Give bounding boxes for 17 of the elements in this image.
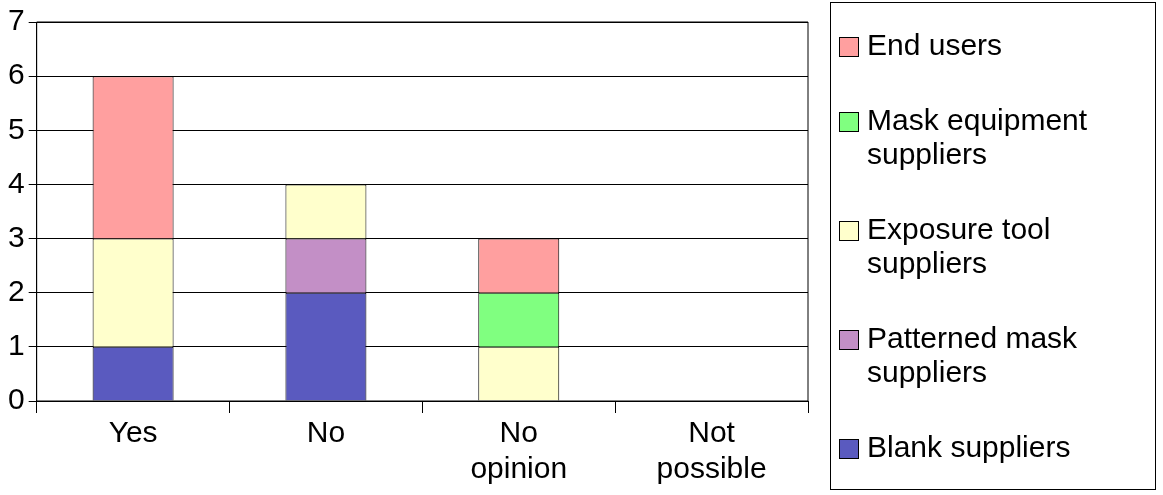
- legend-label: Exposure tool suppliers: [867, 211, 1052, 280]
- y-tick-label: 3: [8, 219, 25, 253]
- y-tick-label: 1: [8, 328, 25, 362]
- legend-label: Mask equipment suppliers: [867, 102, 1089, 171]
- legend-label: Patterned mask suppliers: [867, 321, 1079, 390]
- y-tick-label: 6: [8, 57, 25, 91]
- legend-label: Blank suppliers: [867, 430, 1071, 465]
- y-tick-label: 2: [8, 273, 25, 307]
- x-tick-label: No opinion: [470, 415, 568, 485]
- x-tick-label: Not possible: [656, 415, 767, 485]
- legend-label: End users: [867, 27, 1003, 62]
- y-tick-label: 5: [8, 111, 25, 145]
- y-tick-label: 0: [8, 382, 25, 416]
- y-tick-label: 4: [8, 165, 25, 199]
- x-tick-label: Yes: [108, 415, 158, 449]
- y-tick-label: 7: [8, 3, 25, 37]
- x-tick-label: No: [306, 415, 346, 449]
